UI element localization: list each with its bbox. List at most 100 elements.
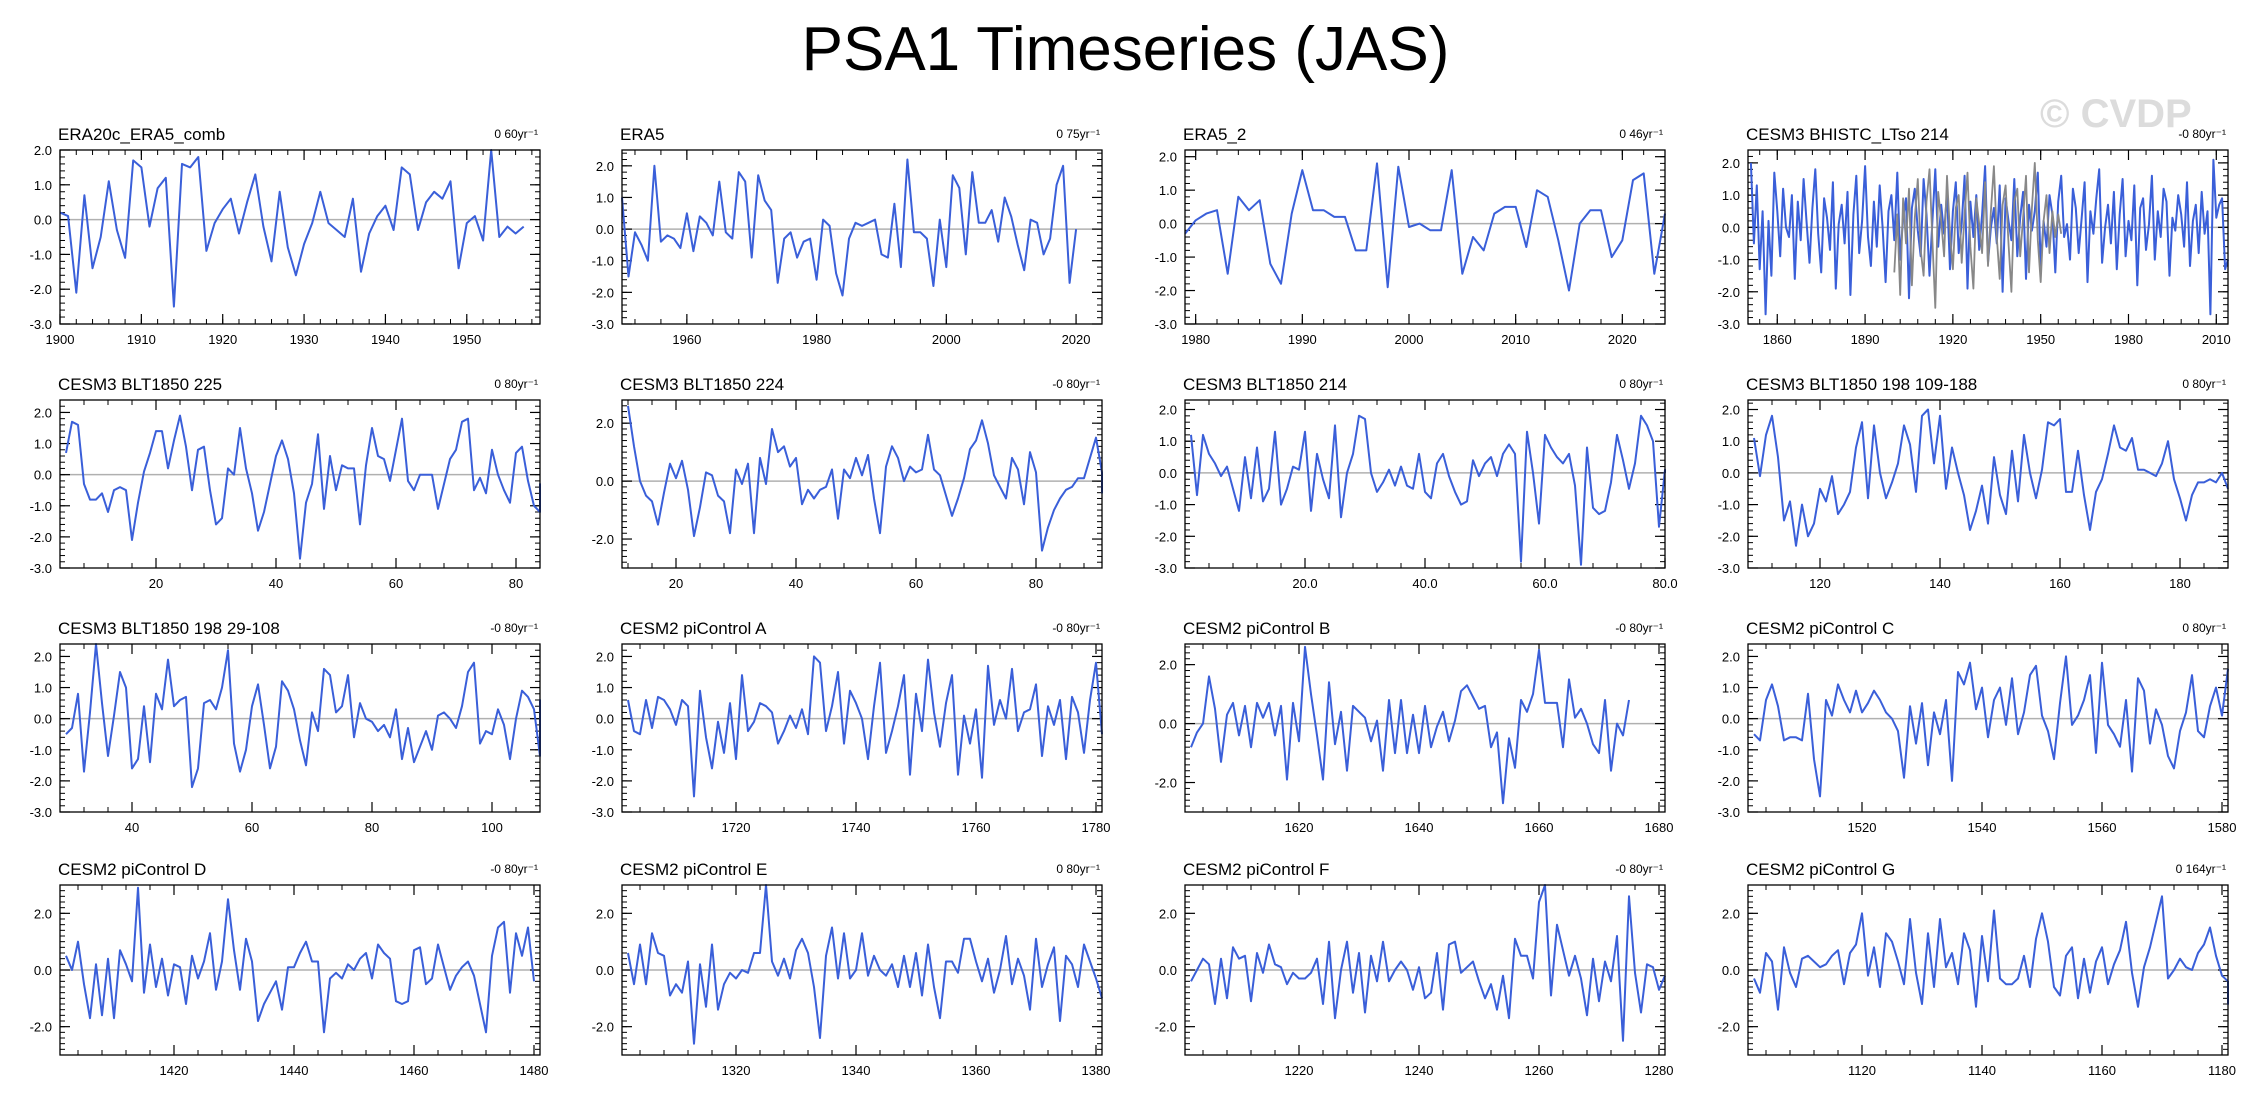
panel-trend-label: 0 46yr⁻¹ [1619,127,1663,141]
y-tick-label: -3.0 [1718,317,1740,332]
y-tick-label: 0.0 [34,213,52,228]
y-tick-label: 2.0 [1159,658,1177,673]
x-tick-label: 1360 [962,1063,991,1078]
series-line [65,414,541,560]
panel-14: CESM2 piControl E 0 80yr⁻¹ -2.0 0.0 2.0 1320 1… [592,860,1111,1078]
x-tick-label: 1980 [1181,332,1210,347]
x-tick-label: 2010 [1501,332,1530,347]
panel-title: ERA20c_ERA5_comb [58,125,225,144]
plot-frame [59,643,541,813]
y-tick-label: -3.0 [30,805,52,820]
x-tick-label: 1420 [160,1063,189,1078]
y-tick-label: -2.0 [1718,285,1740,300]
y-tick-label: 2.0 [1159,403,1177,418]
plot-frame [59,884,541,1056]
x-tick-label: 1930 [290,332,319,347]
x-tick-label: 1950 [452,332,481,347]
y-tick-label: -2.0 [1718,774,1740,789]
y-tick-label: -1.0 [592,254,614,269]
x-tick-label: 20 [149,576,163,591]
x-tick-label: 20 [669,576,683,591]
y-tick-label: -2.0 [30,530,52,545]
y-tick-label: 0.0 [1722,466,1740,481]
x-tick-label: 1920 [208,332,237,347]
y-tick-label: 0.0 [1722,712,1740,727]
panel-title: CESM3 BLT1850 198 29-108 [58,619,280,638]
x-tick-label: 20.0 [1292,576,1317,591]
panel-trend-label: 0 80yr⁻¹ [2182,377,2226,391]
panel-trend-label: -0 80yr⁻¹ [490,621,538,635]
panel-title: CESM2 piControl F [1183,860,1329,879]
panel-trend-label: 0 75yr⁻¹ [1056,127,1100,141]
x-tick-label: 1120 [1848,1063,1876,1078]
panel-11: CESM2 piControl B -0 80yr⁻¹ -2.0 0.0 2.0 1620… [1155,619,1674,835]
plot-frame [1747,643,2229,813]
series-line [1190,645,1630,805]
panel-title: CESM2 piControl C [1746,619,1894,638]
y-tick-label: 2.0 [1722,649,1740,664]
y-tick-label: 0.0 [1159,466,1177,481]
x-tick-label: 60.0 [1532,576,1557,591]
panel-2: ERA5 0 75yr⁻¹ -3.0 -2.0 -1.0 0.0 1.0 2.0 1960 198… [592,125,1103,347]
panel-9: CESM3 BLT1850 198 29-108 -0 80yr⁻¹ -3.0 -2.… [30,619,541,835]
series-line [1190,414,1666,566]
x-tick-label: 1940 [371,332,400,347]
x-tick-label: 1440 [280,1063,309,1078]
panel-15: CESM2 piControl F -0 80yr⁻¹ -2.0 0.0 2.0 1220… [1155,860,1674,1078]
x-tick-label: 80 [365,820,379,835]
series-line [627,655,1103,798]
panel-8: CESM3 BLT1850 198 109-188 0 80yr⁻¹ -3.0 -2.… [1718,375,2229,591]
series-line-overlay [1893,161,2063,309]
y-tick-label: -1.0 [30,499,52,514]
x-tick-label: 1900 [46,332,75,347]
panel-4: CESM3 BHISTC_LTso 214 -0 80yr⁻¹ -3.0 -2.0 -1… [1718,125,2231,347]
x-tick-label: 1560 [2088,820,2117,835]
series-line [627,405,1103,552]
x-tick-label: 1340 [842,1063,871,1078]
x-tick-label: 2000 [932,332,961,347]
page-title: PSA1 Timeseries (JAS) [801,15,1450,84]
y-tick-label: -1.0 [30,247,52,262]
y-tick-label: 0.0 [1159,217,1177,232]
y-tick-label: -3.0 [1155,561,1177,576]
y-tick-label: 0.0 [596,474,614,489]
x-tick-label: 180 [2169,576,2191,591]
panel-title: CESM3 BLT1850 225 [58,375,222,394]
panel-3: ERA5_2 0 46yr⁻¹ -3.0 -2.0 -1.0 0.0 1.0 2.0 1980 1… [1155,125,1666,347]
x-tick-label: 1160 [2088,1063,2116,1078]
y-tick-label: 0.0 [1722,963,1740,978]
y-tick-label: 2.0 [596,649,614,664]
panel-title: CESM3 BHISTC_LTso 214 [1746,125,1949,144]
panel-16: CESM2 piControl G 0 164yr⁻¹ -2.0 0.0 2.0 1120… [1718,860,2236,1078]
x-tick-label: 160 [2049,576,2071,591]
y-tick-label: -1.0 [1155,250,1177,265]
panel-trend-label: -0 80yr⁻¹ [1615,862,1663,876]
plot-frame [621,149,1103,325]
panel-trend-label: 0 80yr⁻¹ [1619,377,1663,391]
y-tick-label: 1.0 [596,190,614,205]
x-tick-label: 1960 [672,332,701,347]
y-tick-label: 2.0 [596,416,614,431]
y-tick-label: -2.0 [1155,1020,1177,1035]
panel-trend-label: 0 80yr⁻¹ [1056,862,1100,876]
y-tick-label: -1.0 [1718,743,1740,758]
y-tick-label: -3.0 [30,317,52,332]
panel-5: CESM3 BLT1850 225 0 80yr⁻¹ -3.0 -2.0 -1.0 0.0… [30,375,541,591]
y-tick-label: -2.0 [30,282,52,297]
x-tick-label: 80 [509,576,523,591]
panel-12: CESM2 piControl C 0 80yr⁻¹ -3.0 -2.0 -1.0 0.0… [1718,619,2237,835]
panel-trend-label: -0 80yr⁻¹ [1052,377,1100,391]
panel-title: CESM2 piControl A [620,619,767,638]
y-tick-label: 2.0 [596,159,614,174]
y-tick-label: -2.0 [1155,529,1177,544]
y-tick-label: 1.0 [596,681,614,696]
plot-frame [1184,884,1666,1056]
x-tick-label: 1180 [2208,1063,2236,1078]
x-tick-label: 1320 [722,1063,751,1078]
x-tick-label: 1220 [1285,1063,1314,1078]
x-tick-label: 1980 [2114,332,2143,347]
y-tick-label: -2.0 [1718,529,1740,544]
x-tick-label: 60 [909,576,923,591]
